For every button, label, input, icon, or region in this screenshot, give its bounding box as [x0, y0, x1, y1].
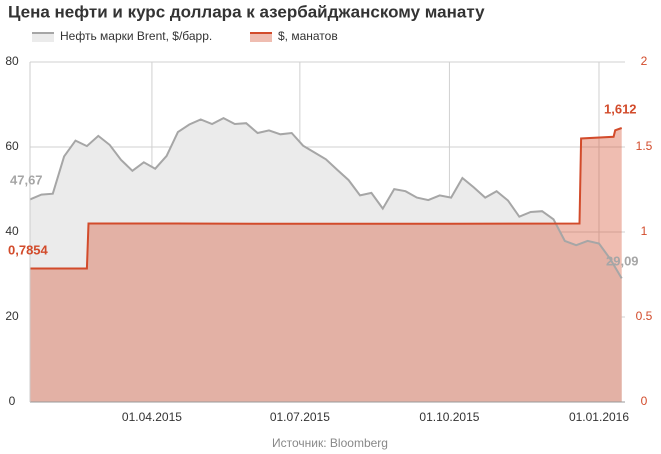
y-tick-label: 60: [5, 139, 19, 153]
legend-swatch: [32, 32, 54, 42]
y-tick-label: 80: [5, 54, 19, 68]
legend-label: $, манатов: [278, 29, 338, 43]
legend-swatch: [250, 32, 272, 42]
value-label: 1,612: [604, 101, 637, 116]
y-tick-label: 20: [5, 309, 19, 323]
y-tick-label: 0: [9, 394, 16, 408]
x-tick-label: 01.07.2015: [270, 410, 330, 424]
value-label: 47,67: [10, 172, 43, 187]
value-label: 29,09: [606, 253, 639, 268]
source: Источник: Bloomberg: [272, 436, 388, 450]
chart-title: Цена нефти и курс доллара к азербайджанс…: [8, 2, 485, 21]
y-tick-label: 40: [5, 224, 19, 238]
y2-tick-label: 2: [641, 54, 648, 68]
x-tick-label: 01.01.2016: [569, 410, 629, 424]
legend-label: Нефть марки Brent, $/барр.: [60, 29, 212, 43]
y2-tick-label: 1: [641, 224, 648, 238]
line: [29, 116, 623, 279]
x-tick-label: 01.04.2015: [122, 410, 182, 424]
x-tick-label: 01.10.2015: [419, 410, 479, 424]
y2-tick-label: 0.5: [636, 309, 653, 323]
line: [30, 127, 623, 270]
y2-tick-label: 0: [641, 394, 648, 408]
area: [30, 128, 622, 402]
area: [30, 118, 622, 402]
y2-tick-label: 1.5: [636, 139, 653, 153]
value-label: 0,7854: [8, 242, 49, 257]
